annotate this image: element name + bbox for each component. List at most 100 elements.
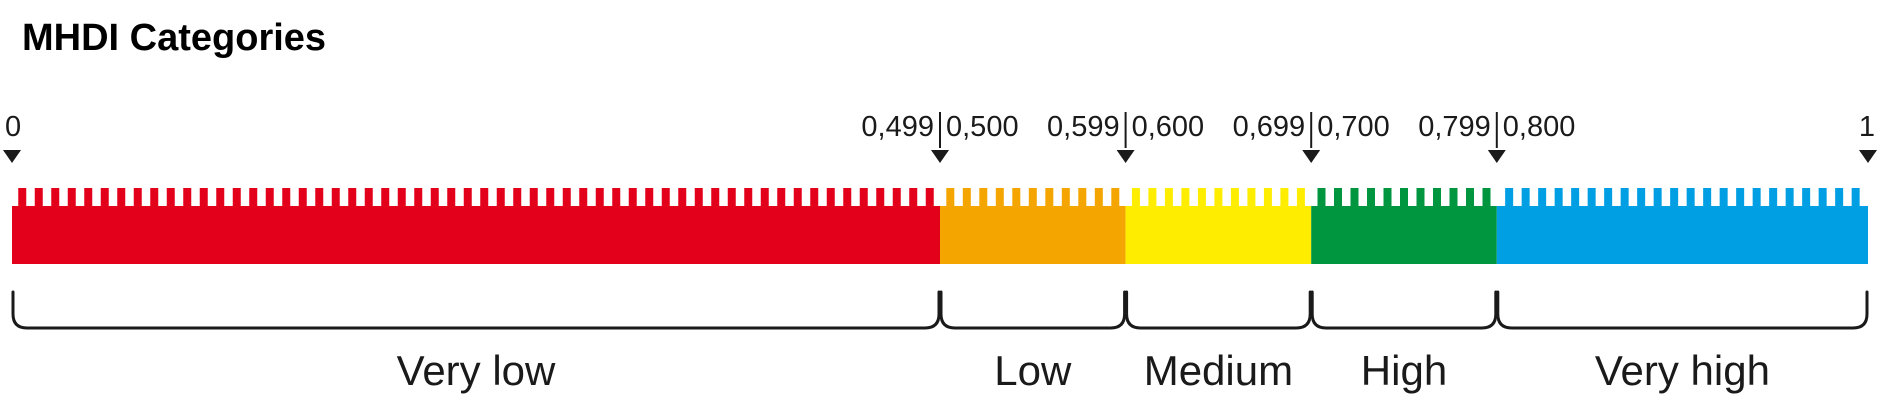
bar-tick-teeth bbox=[18, 188, 1860, 207]
tooth-low bbox=[1078, 188, 1087, 207]
marker-label-left: 0,599 bbox=[1047, 111, 1120, 143]
tooth-very-low bbox=[414, 188, 423, 207]
marker-0: 0 bbox=[3, 111, 21, 163]
tooth-medium bbox=[1247, 188, 1256, 207]
brace-medium bbox=[1125, 290, 1312, 330]
marker-label-left: 0,799 bbox=[1418, 111, 1491, 143]
tooth-very-low bbox=[364, 188, 373, 207]
tooth-medium bbox=[1296, 188, 1305, 207]
tooth-very-low bbox=[513, 188, 522, 207]
marker-label-right: 0,700 bbox=[1317, 111, 1390, 143]
brace-very-low bbox=[11, 290, 941, 330]
tooth-very-low bbox=[18, 188, 27, 207]
tooth-very-low bbox=[331, 188, 340, 207]
tooth-very-high bbox=[1571, 188, 1580, 207]
category-braces bbox=[11, 290, 1869, 330]
tooth-very-low bbox=[843, 188, 852, 207]
tooth-very-high bbox=[1802, 188, 1811, 207]
marker-label-left: 0,499 bbox=[861, 111, 934, 143]
tooth-low bbox=[946, 188, 955, 207]
marker-3: 0,699 0,700 bbox=[1233, 111, 1390, 163]
tooth-very-low bbox=[562, 188, 571, 207]
tooth-very-low bbox=[463, 188, 472, 207]
tooth-very-high bbox=[1686, 188, 1695, 207]
tooth-very-low bbox=[595, 188, 604, 207]
tooth-very-low bbox=[793, 188, 802, 207]
tooth-very-low bbox=[628, 188, 637, 207]
tooth-very-high bbox=[1785, 188, 1794, 207]
tooth-low bbox=[1028, 188, 1037, 207]
marker-label-right: 0,600 bbox=[1132, 111, 1205, 143]
tooth-very-high bbox=[1637, 188, 1646, 207]
marker-label-left: 0,699 bbox=[1233, 111, 1306, 143]
segment-very-low bbox=[12, 206, 940, 264]
tooth-low bbox=[1045, 188, 1054, 207]
tooth-very-low bbox=[84, 188, 93, 207]
marker-5: 1 bbox=[1859, 111, 1877, 163]
tooth-very-low bbox=[282, 188, 291, 207]
tooth-high bbox=[1482, 188, 1491, 207]
tooth-high bbox=[1383, 188, 1392, 207]
brace-very-high bbox=[1496, 290, 1869, 330]
tooth-medium bbox=[1164, 188, 1173, 207]
tooth-very-low bbox=[579, 188, 588, 207]
tooth-very-high bbox=[1719, 188, 1728, 207]
tooth-high bbox=[1334, 188, 1342, 207]
segment-very-high bbox=[1496, 206, 1868, 264]
tooth-medium bbox=[1131, 188, 1140, 207]
tooth-low bbox=[1094, 188, 1103, 207]
category-label-high: High bbox=[1361, 347, 1447, 394]
tooth-high bbox=[1400, 188, 1408, 207]
segment-high bbox=[1311, 206, 1497, 264]
tooth-low bbox=[1061, 188, 1070, 207]
tooth-very-low bbox=[315, 188, 324, 207]
tooth-very-low bbox=[661, 188, 670, 207]
tooth-low bbox=[995, 188, 1004, 207]
tooth-very-high bbox=[1851, 188, 1860, 207]
category-label-medium: Medium bbox=[1144, 347, 1293, 394]
tooth-very-low bbox=[166, 188, 175, 207]
tooth-very-low bbox=[480, 188, 489, 207]
tooth-medium bbox=[1148, 188, 1157, 207]
tooth-very-high bbox=[1703, 188, 1712, 207]
tooth-very-low bbox=[249, 188, 258, 207]
tooth-very-high bbox=[1752, 188, 1761, 207]
tooth-high bbox=[1317, 188, 1326, 207]
tooth-very-low bbox=[117, 188, 126, 207]
tooth-very-low bbox=[678, 188, 687, 207]
category-label-low: Low bbox=[994, 347, 1072, 394]
marker-label: 0 bbox=[5, 111, 21, 143]
marker-arrow bbox=[1302, 150, 1321, 163]
tooth-very-low bbox=[876, 188, 885, 207]
marker-arrow bbox=[3, 150, 21, 163]
tooth-very-low bbox=[216, 188, 225, 207]
tooth-very-low bbox=[859, 188, 868, 207]
tooth-very-low bbox=[496, 188, 505, 207]
tooth-very-low bbox=[529, 188, 538, 207]
marker-2: 0,599 0,600 bbox=[1047, 111, 1204, 163]
tooth-very-high bbox=[1736, 188, 1745, 207]
tooth-very-low bbox=[645, 188, 654, 207]
marker-label: 1 bbox=[1859, 111, 1875, 143]
tooth-high bbox=[1416, 188, 1425, 207]
tooth-very-low bbox=[777, 188, 786, 207]
tooth-very-low bbox=[612, 188, 621, 207]
threshold-markers: 0 0,499 0,500 0,599 0,600 0,699 0,700 0,799 0,80… bbox=[3, 111, 1877, 163]
tooth-medium bbox=[1197, 188, 1206, 207]
tooth-very-high bbox=[1554, 188, 1563, 207]
tooth-very-high bbox=[1818, 188, 1827, 207]
tooth-very-low bbox=[397, 188, 406, 207]
brace-low bbox=[939, 290, 1127, 330]
tooth-very-low bbox=[727, 188, 736, 207]
segment-low bbox=[940, 206, 1126, 264]
tooth-high bbox=[1449, 188, 1458, 207]
tooth-very-low bbox=[546, 188, 555, 207]
diagram-title: MHDI Categories bbox=[22, 17, 326, 59]
tooth-low bbox=[1111, 188, 1120, 207]
tooth-very-low bbox=[430, 188, 439, 207]
segment-medium bbox=[1125, 206, 1312, 264]
category-labels: Very low Low Medium High Very high bbox=[397, 347, 1770, 394]
marker-label-right: 0,500 bbox=[946, 111, 1019, 143]
marker-arrow bbox=[1487, 150, 1506, 163]
